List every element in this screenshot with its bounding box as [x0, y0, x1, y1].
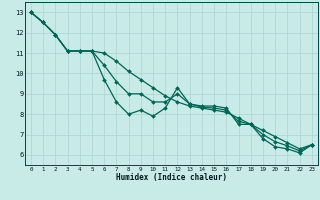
X-axis label: Humidex (Indice chaleur): Humidex (Indice chaleur): [116, 173, 227, 182]
